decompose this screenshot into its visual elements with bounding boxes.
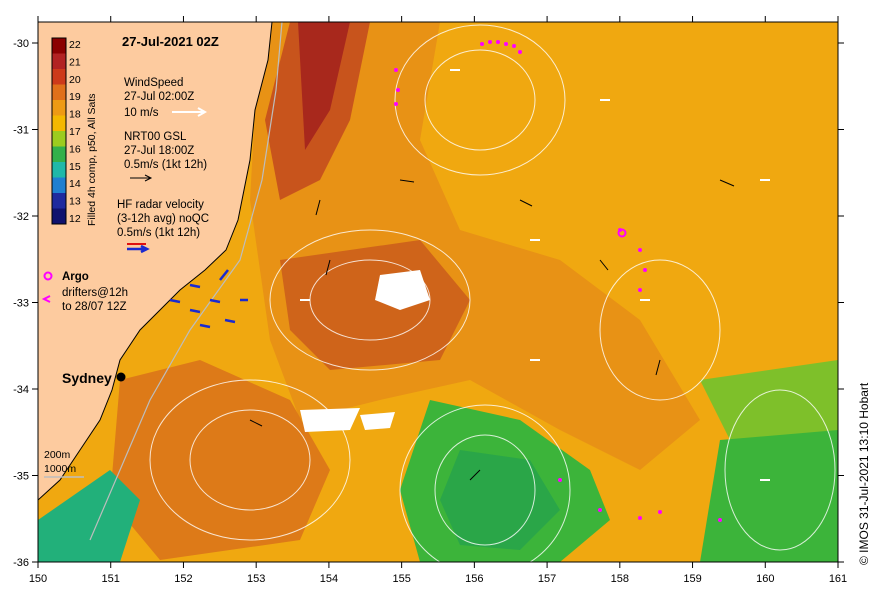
east-cold-region xyxy=(700,430,838,562)
credit-text: © IMOS 31-Jul-2021 13:10 Hobart xyxy=(857,382,871,565)
southern-warm-region xyxy=(110,360,330,560)
wind-legend-scale: 10 m/s xyxy=(124,107,159,119)
colorbar-tick-label: 14 xyxy=(69,178,81,190)
colorbar-swatch xyxy=(52,115,66,132)
x-tick-label: 154 xyxy=(320,573,338,585)
warm-eddy xyxy=(280,240,470,370)
colorbar-swatch xyxy=(52,131,66,147)
land-mass xyxy=(38,22,272,500)
y-tick-label: -30 xyxy=(13,38,29,50)
colorbar-tick-label: 18 xyxy=(69,109,81,121)
x-tick-label: 155 xyxy=(392,573,410,585)
cloud-patch xyxy=(375,270,430,310)
cloud-patch xyxy=(300,408,360,432)
current-arrows xyxy=(249,179,735,481)
wind-arrows xyxy=(300,69,770,481)
colorbar-tick-label: 12 xyxy=(69,213,81,225)
colorbar-tick-label: 15 xyxy=(69,161,81,173)
hf-radar-arrows xyxy=(169,269,248,329)
wind-legend-time: 27-Jul 02:00Z xyxy=(124,91,194,103)
hf-legend-subtitle: (3-12h avg) noQC xyxy=(117,213,209,225)
plot-frame xyxy=(37,21,839,563)
gsl-legend-title: NRT00 GSL xyxy=(124,131,187,143)
colorbar-tick-label: 22 xyxy=(69,39,81,51)
colorbar-swatch xyxy=(52,162,66,178)
y-tick-label: -32 xyxy=(13,211,29,223)
wind-scale-arrow-icon xyxy=(172,107,208,117)
colorbar-swatch xyxy=(52,193,66,209)
map-plot-area xyxy=(38,22,838,562)
contour-lines xyxy=(149,24,836,562)
warm-current-peak xyxy=(298,22,350,150)
drifter-legend-label-2: to 28/07 12Z xyxy=(62,301,127,313)
sydney-marker-icon xyxy=(116,372,126,382)
y-tick-label: -34 xyxy=(13,384,29,396)
hf-legend-scale: 0.5m/s (1kt 12h) xyxy=(117,227,200,239)
colorbar-frame xyxy=(51,37,67,225)
y-tick-label: -33 xyxy=(13,298,29,310)
x-tick-label: 161 xyxy=(829,573,847,585)
x-tick-label: 152 xyxy=(174,573,192,585)
map-legend: WindSpeed 27-Jul 02:00Z 10 m/s NRT00 GSL… xyxy=(41,77,209,478)
hf-scale-blue-arrow-icon xyxy=(127,244,150,254)
gsl-scale-arrow-icon xyxy=(130,174,153,182)
colorbar-tick-label: 16 xyxy=(69,143,81,155)
x-tick-label: 158 xyxy=(611,573,629,585)
argo-legend-icon xyxy=(43,271,53,281)
isobath-200m xyxy=(89,22,283,541)
drifter-legend-label-1: drifters@12h xyxy=(62,287,128,299)
colorbar: 22 21 20 19 18 17 16 15 14 13 12 xyxy=(51,37,81,225)
map-title: 27-Jul-2021 02Z xyxy=(122,34,219,49)
x-tick-label: 157 xyxy=(538,573,556,585)
argo-legend-label: Argo xyxy=(62,271,89,283)
wind-legend-title: WindSpeed xyxy=(124,77,183,89)
colorbar-tick-label: 20 xyxy=(69,74,81,86)
y-tick-label: -35 xyxy=(13,471,29,483)
colorbar-swatch xyxy=(52,146,66,163)
colorbar-swatch xyxy=(52,100,66,116)
y-axis: -30 -31 -32 -33 -34 -35 -36 xyxy=(13,38,844,569)
hf-legend-title: HF radar velocity xyxy=(117,199,204,211)
shelf-water xyxy=(38,470,140,562)
x-tick-label: 160 xyxy=(756,573,774,585)
colorbar-swatch xyxy=(52,53,66,70)
colorbar-label: Filled 4h comp, p50, All Sats xyxy=(86,94,98,227)
colorbar-swatch xyxy=(52,208,66,225)
city-label: Sydney xyxy=(62,370,112,386)
cold-eddy-core xyxy=(440,450,560,550)
x-tick-label: 156 xyxy=(465,573,483,585)
y-tick-label: -36 xyxy=(13,557,29,569)
x-tick-label: 151 xyxy=(102,573,120,585)
colorbar-swatch xyxy=(52,38,66,54)
gsl-legend-time: 27-Jul 18:00Z xyxy=(124,145,194,157)
drifter-legend-icon xyxy=(41,295,51,303)
x-tick-label: 150 xyxy=(29,573,47,585)
x-tick-label: 153 xyxy=(247,573,265,585)
isobath-200-label: 200m xyxy=(44,449,71,461)
colorbar-tick-label: 19 xyxy=(69,91,81,103)
colorbar-tick-label: 21 xyxy=(69,56,81,68)
colorbar-swatch xyxy=(52,177,66,194)
isobath-1000-label: 1000m xyxy=(44,463,76,475)
x-axis: 150 151 152 153 154 155 156 157 158 159 160 161 xyxy=(29,16,847,585)
colorbar-tick-label: 17 xyxy=(69,126,81,138)
y-tick-label: -31 xyxy=(13,125,29,137)
colorbar-swatch xyxy=(52,69,66,85)
cloud-patch xyxy=(360,412,395,430)
argo-float xyxy=(617,228,627,238)
gsl-legend-scale: 0.5m/s (1kt 12h) xyxy=(124,159,207,171)
colorbar-swatch xyxy=(52,84,66,101)
colorbar-tick-label: 13 xyxy=(69,196,81,208)
x-tick-label: 159 xyxy=(683,573,701,585)
